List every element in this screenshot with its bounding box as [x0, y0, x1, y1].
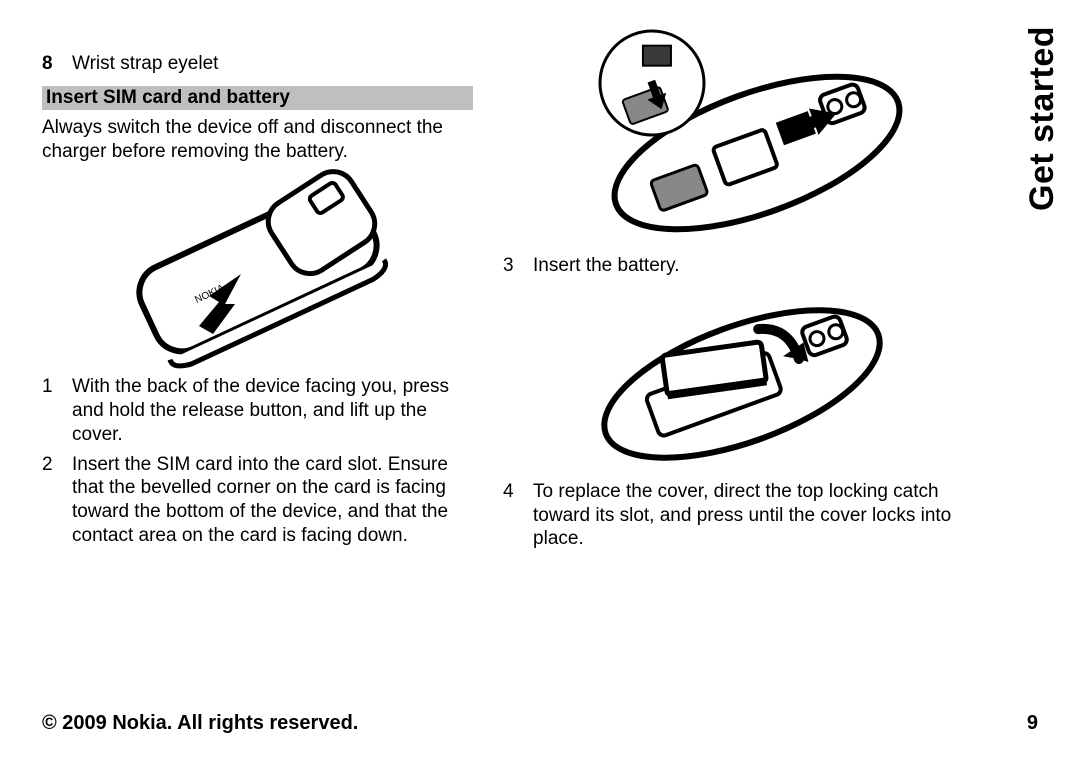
- step-number: 3: [503, 254, 533, 278]
- step-3: 3 Insert the battery.: [503, 254, 970, 278]
- left-column: 8 Wrist strap eyelet Insert SIM card and…: [42, 52, 473, 557]
- step-text: With the back of the device facing you, …: [72, 375, 473, 446]
- copyright-text: © 2009 Nokia. All rights reserved.: [42, 712, 358, 735]
- step-text: Insert the battery.: [533, 254, 970, 278]
- step-2: 2 Insert the SIM card into the card slot…: [42, 453, 473, 548]
- item-text: Wrist strap eyelet: [72, 52, 473, 76]
- section-heading: Insert SIM card and battery: [42, 86, 473, 110]
- step-text: Insert the SIM card into the card slot. …: [72, 453, 473, 548]
- figure-insert-battery: [503, 284, 970, 474]
- step-1: 1 With the back of the device facing you…: [42, 375, 473, 446]
- step-number: 2: [42, 453, 72, 477]
- side-section-title: Get started: [1023, 26, 1062, 211]
- page-footer: © 2009 Nokia. All rights reserved. 9: [42, 712, 1038, 735]
- right-column: 3 Insert the battery.: [503, 52, 1010, 557]
- step-text: To replace the cover, direct the top loc…: [533, 480, 970, 551]
- item-number: 8: [42, 52, 72, 76]
- keys-item-8: 8 Wrist strap eyelet: [42, 52, 473, 76]
- figure-remove-cover: NOKIA: [42, 169, 473, 369]
- step-number: 4: [503, 480, 533, 504]
- step-4: 4 To replace the cover, direct the top l…: [503, 480, 970, 551]
- page-number: 9: [1027, 712, 1038, 735]
- step-number: 1: [42, 375, 72, 399]
- warning-paragraph: Always switch the device off and disconn…: [42, 116, 473, 164]
- figure-insert-sim: [503, 28, 970, 248]
